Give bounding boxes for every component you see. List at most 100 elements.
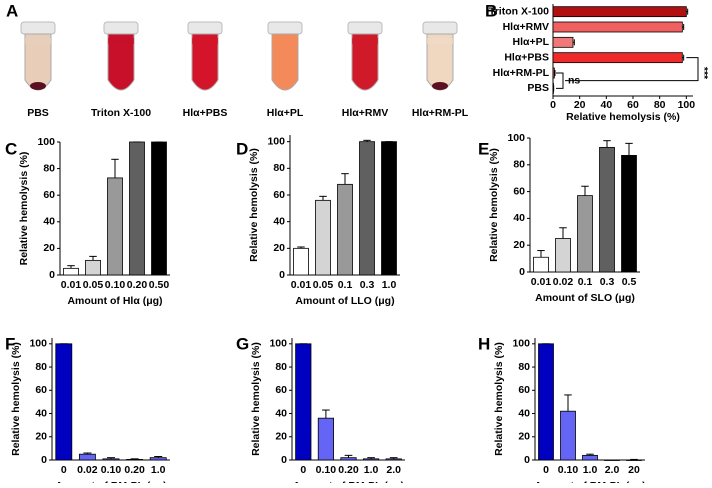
- x-tick-label: 0.1: [578, 276, 593, 288]
- tube-liquid-top: [25, 38, 51, 44]
- tube-liquid-top: [272, 38, 298, 44]
- tube-cap: [187, 21, 223, 35]
- y-tick-label: 100: [37, 136, 55, 148]
- bar: [599, 146, 615, 273]
- tube-label: Hlα+RMV: [342, 107, 388, 119]
- y-tick-label: 100: [507, 132, 525, 144]
- x-tick-label: 0.01: [291, 279, 312, 291]
- y-tick-label: 80: [275, 361, 287, 373]
- bar: [538, 343, 554, 461]
- bracket: [556, 72, 564, 89]
- x-tick-label: 0.02: [77, 464, 98, 476]
- y-tick-label: 40: [43, 216, 55, 228]
- y-tick-label: 80: [35, 361, 47, 373]
- bar: [78, 453, 96, 461]
- x-tick-label: 0.01: [61, 279, 82, 291]
- x-tick-label: 20: [574, 99, 586, 111]
- bar: [582, 454, 598, 461]
- bar: [151, 141, 167, 276]
- y-tick-label: 0: [524, 454, 530, 466]
- x-tick-label: 0: [543, 464, 549, 476]
- x-tick-label: 0.02: [553, 276, 574, 288]
- bar: [552, 21, 683, 33]
- bar: [552, 36, 574, 48]
- y-tick-label: 100: [269, 338, 287, 350]
- y-tick-label: 20: [513, 239, 525, 251]
- x-axis-label: Amount of LLO (μg): [295, 295, 394, 307]
- tube-cap: [422, 21, 458, 35]
- x-tick-label: 60: [627, 99, 639, 111]
- y-axis-label: Relative hemolysis (%): [18, 152, 30, 266]
- pellet: [30, 82, 46, 90]
- y-tick-label: 0: [41, 454, 47, 466]
- panel-label: G: [236, 334, 249, 353]
- y-axis-label: Relative hemolysis (%): [10, 342, 22, 456]
- y-axis-label: Relative hemolysis (%): [248, 148, 260, 262]
- bar: [552, 6, 687, 18]
- tube-label: Hlα+PBS: [183, 107, 228, 119]
- bar: [381, 141, 397, 276]
- panel-label: E: [478, 139, 489, 158]
- y-tick-label: 0: [49, 269, 55, 281]
- y-tick-label: 0: [279, 269, 285, 281]
- y-tick-label: Hlα+PBS: [504, 51, 549, 63]
- tube-cap: [20, 21, 56, 35]
- bar: [363, 458, 380, 461]
- y-tick-label: 80: [518, 361, 530, 373]
- bar: [533, 256, 549, 273]
- bar: [621, 155, 637, 273]
- y-tick-label: 60: [35, 384, 47, 396]
- x-tick-label: 40: [600, 99, 612, 111]
- tube-cap: [103, 21, 139, 35]
- y-axis-label: Relative hemolysis (%): [493, 342, 505, 456]
- x-tick-label: 0.10: [101, 464, 122, 476]
- y-tick-label: Hlα+RMV: [503, 21, 549, 33]
- tube-label: Hlα+RM-PL: [412, 107, 469, 119]
- x-tick-label: 0.05: [313, 279, 334, 291]
- x-tick-label: 0.1: [338, 279, 353, 291]
- annotation: ***: [698, 67, 710, 80]
- panel-label: B: [485, 1, 497, 20]
- y-tick-label: 0: [281, 454, 287, 466]
- x-tick-label: 0.10: [558, 464, 579, 476]
- y-tick-label: 80: [43, 162, 55, 174]
- bar: [107, 177, 123, 276]
- y-tick-label: PBS: [527, 82, 549, 94]
- bracket: [565, 57, 699, 82]
- y-tick-label: 60: [513, 185, 525, 197]
- y-tick-label: 40: [35, 407, 47, 419]
- bar: [385, 458, 402, 461]
- tube-liquid-top: [427, 38, 453, 44]
- bar: [63, 267, 79, 276]
- y-tick-label: 40: [273, 215, 285, 227]
- y-tick-label: 100: [267, 135, 285, 147]
- bar: [560, 410, 576, 461]
- y-tick-label: 60: [518, 384, 530, 396]
- y-tick-label: 20: [275, 431, 287, 443]
- x-tick-label: 0.3: [600, 276, 615, 288]
- tube: [271, 33, 299, 91]
- panel-label: A: [6, 1, 18, 20]
- x-tick-label: 0.50: [149, 279, 170, 291]
- bar: [293, 247, 309, 276]
- x-axis-label: Relative hemolysis (%): [566, 111, 680, 123]
- bar: [626, 459, 642, 461]
- y-tick-label: 80: [273, 162, 285, 174]
- x-tick-label: 1.0: [151, 464, 166, 476]
- x-tick-label: 0: [300, 464, 306, 476]
- y-tick-label: 60: [273, 189, 285, 201]
- bar: [102, 458, 120, 461]
- x-tick-label: 0.3: [360, 279, 375, 291]
- x-tick-label: 0.20: [124, 464, 145, 476]
- x-tick-label: 0.20: [338, 464, 359, 476]
- panel-label: D: [236, 139, 248, 158]
- y-axis-label: Relative hemolysis (%): [250, 342, 262, 456]
- tube: [351, 33, 379, 91]
- y-tick-label: 40: [275, 407, 287, 419]
- x-tick-label: 0: [550, 99, 556, 111]
- y-tick-label: 20: [43, 242, 55, 254]
- y-tick-label: 20: [35, 431, 47, 443]
- bar: [315, 199, 331, 276]
- y-tick-label: Hlα+PL: [512, 36, 549, 48]
